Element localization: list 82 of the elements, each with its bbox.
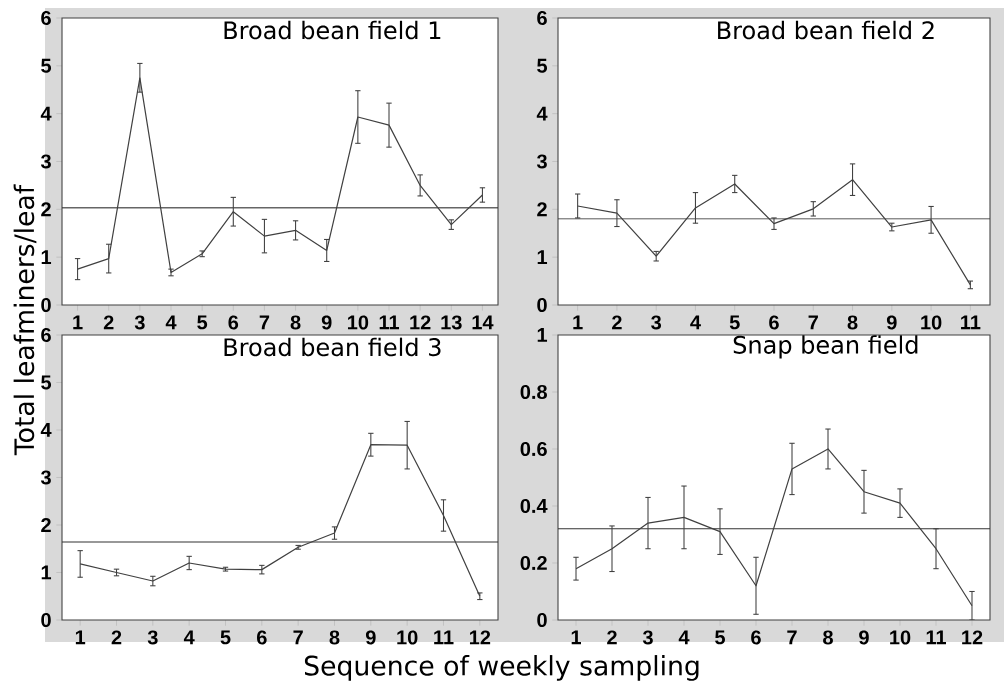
x-tick-label: 10 [921, 315, 942, 330]
x-tick-label: 1 [573, 315, 583, 330]
y-tick-label: 0 [41, 612, 51, 628]
x-tick-label: 6 [751, 630, 761, 645]
x-tick-label: 6 [257, 630, 267, 645]
x-tick-label: 5 [197, 315, 208, 330]
x-tick-label: 7 [808, 315, 818, 330]
x-tick-label: 3 [651, 315, 662, 330]
x-tick-label: 11 [379, 315, 400, 330]
x-tick-label: 9 [859, 630, 869, 645]
chart-title: Snap bean field [733, 335, 918, 359]
y-tick-label: 4 [40, 106, 52, 121]
y-tick-label: 2 [537, 202, 547, 217]
x-tick-label: 3 [642, 630, 653, 645]
y-tick-label: 1 [41, 565, 52, 580]
x-tick-label: 5 [729, 315, 740, 330]
x-tick-label: 11 [926, 630, 947, 645]
y-tick-label: 6 [537, 10, 547, 26]
x-tick-label: 2 [111, 630, 122, 645]
x-tick-label: 3 [147, 630, 158, 645]
x-tick-label: 4 [165, 315, 177, 330]
y-tick-label: 1 [537, 250, 548, 265]
x-tick-label: 6 [769, 315, 779, 330]
x-tick-label: 4 [678, 630, 690, 645]
chart-title: Broad bean field 2 [718, 20, 934, 40]
x-tick-label: 13 [441, 315, 462, 330]
x-tick-label: 12 [410, 315, 431, 330]
x-tick-label: 9 [321, 315, 332, 330]
x-tick-label: 12 [469, 630, 491, 645]
y-tick-label: 4 [536, 106, 548, 121]
y-tick-label: 0.4 [520, 498, 548, 514]
y-tick-label: 5 [41, 375, 52, 390]
y-tick-label: 4 [40, 423, 52, 437]
x-tick-label: 4 [690, 315, 701, 330]
chart-title: Broad bean field 1 [224, 20, 441, 40]
x-tick-label: 2 [103, 315, 114, 330]
x-tick-label: 7 [259, 315, 270, 330]
x-tick-label: 2 [607, 630, 617, 645]
y-tick-label: 2 [41, 202, 51, 217]
x-tick-label: 5 [715, 630, 725, 645]
y-tick-label: 0.8 [520, 384, 547, 400]
y-tick-label: 1 [41, 250, 52, 265]
chart-title: Broad bean field 3 [224, 337, 441, 357]
x-tick-label: 9 [886, 315, 897, 330]
y-tick-label: 6 [41, 10, 51, 26]
y-tick-label: 1 [537, 328, 548, 342]
x-tick-label: 10 [397, 630, 418, 645]
y-tick-label: 0 [537, 297, 547, 313]
x-tick-label: 14 [472, 315, 494, 330]
x-tick-label: 7 [293, 630, 303, 645]
x-tick-label: 5 [220, 630, 231, 645]
x-tick-label: 11 [434, 630, 454, 645]
x-tick-label: 8 [290, 315, 301, 330]
x-tick-label: 8 [823, 630, 833, 645]
x-tick-label: 7 [787, 630, 797, 645]
x-tick-label: 10 [890, 630, 911, 645]
y-tick-label: 6 [41, 327, 51, 343]
x-tick-label: 8 [329, 630, 340, 645]
x-tick-label: 1 [75, 630, 86, 645]
x-tick-label: 12 [962, 630, 983, 645]
x-tick-label: 8 [847, 315, 858, 330]
x-tick-label: 10 [347, 315, 369, 330]
y-tick-label: 5 [41, 58, 52, 73]
x-tick-label: 4 [183, 630, 195, 645]
x-tick-label: 2 [612, 315, 622, 330]
y-tick-label: 0.2 [520, 555, 547, 571]
x-axis-title: Sequence of weekly sampling [304, 655, 699, 681]
y-tick-label: 5 [537, 58, 548, 73]
y-axis-title: Total leafminers/leaf [13, 184, 37, 456]
y-tick-label: 3 [40, 470, 51, 485]
y-tick-label: 2 [41, 518, 51, 532]
x-tick-label: 1 [571, 630, 581, 645]
y-tick-label: 0 [537, 612, 547, 628]
y-tick-label: 0.6 [520, 441, 547, 457]
x-tick-label: 3 [134, 315, 145, 330]
x-tick-label: 9 [365, 630, 376, 645]
x-tick-label: 11 [961, 315, 981, 330]
y-tick-label: 3 [536, 154, 547, 169]
x-tick-label: 1 [73, 315, 83, 330]
y-tick-label: 3 [40, 154, 51, 169]
y-tick-label: 0 [41, 297, 51, 313]
x-tick-label: 6 [228, 315, 239, 330]
